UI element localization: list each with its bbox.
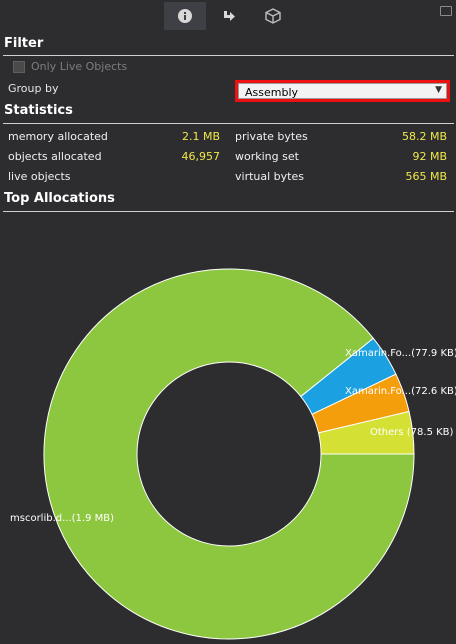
only-live-objects-checkbox[interactable] <box>13 60 25 73</box>
restore-window-icon[interactable] <box>440 6 452 16</box>
group-by-value: Assembly <box>245 86 299 99</box>
private-bytes-label: private bytes <box>235 130 308 143</box>
objects-allocated-label: objects allocated <box>8 150 102 163</box>
top-allocations-divider <box>3 211 454 212</box>
statistics-section-title: Statistics <box>4 103 73 118</box>
donut-slice-0[interactable] <box>43 268 415 640</box>
filter-divider <box>3 55 454 56</box>
group-by-select[interactable]: Assembly ▼ <box>238 83 447 99</box>
objects-allocated-value: 46,957 <box>181 150 221 163</box>
objects-tab-button[interactable] <box>252 2 294 30</box>
info-icon <box>178 9 192 23</box>
memory-allocated-label: memory allocated <box>8 130 108 143</box>
group-by-label: Group by <box>8 82 59 95</box>
forward-arrow-icon <box>224 11 235 21</box>
working-set-label: working set <box>235 150 299 163</box>
call-tree-tab-button[interactable] <box>208 2 250 30</box>
virtual-bytes-value: 565 MB <box>405 170 447 183</box>
only-live-objects-row[interactable]: Only Live Objects <box>13 60 127 73</box>
donut-slice-label-3: Others (78.5 KB) <box>370 427 454 438</box>
filter-section-title: Filter <box>4 36 44 51</box>
donut-slice-label-2: Xamarin.Fo...(72.6 KB) <box>345 386 456 397</box>
chevron-down-icon: ▼ <box>435 85 442 95</box>
box-icon <box>265 8 281 24</box>
top-allocations-donut-chart: Xamarin.Fo...(77.9 KB) Xamarin.Fo...(72.6… <box>10 268 456 640</box>
working-set-value: 92 MB <box>412 150 447 163</box>
live-objects-label: live objects <box>8 170 71 183</box>
statistics-divider <box>3 123 454 124</box>
private-bytes-value: 58.2 MB <box>401 130 447 143</box>
donut-slice-label-1: Xamarin.Fo...(77.9 KB) <box>345 348 456 359</box>
toolbar <box>0 0 456 32</box>
donut-slice-label-0: mscorlib.d...(1.9 MB) <box>10 513 114 524</box>
group-by-highlight: Assembly ▼ <box>235 80 450 102</box>
virtual-bytes-label: virtual bytes <box>235 170 304 183</box>
top-allocations-section-title: Top Allocations <box>4 191 115 206</box>
memory-allocated-value: 2.1 MB <box>181 130 220 143</box>
info-tab-button[interactable] <box>164 2 206 30</box>
only-live-objects-label: Only Live Objects <box>31 60 128 73</box>
